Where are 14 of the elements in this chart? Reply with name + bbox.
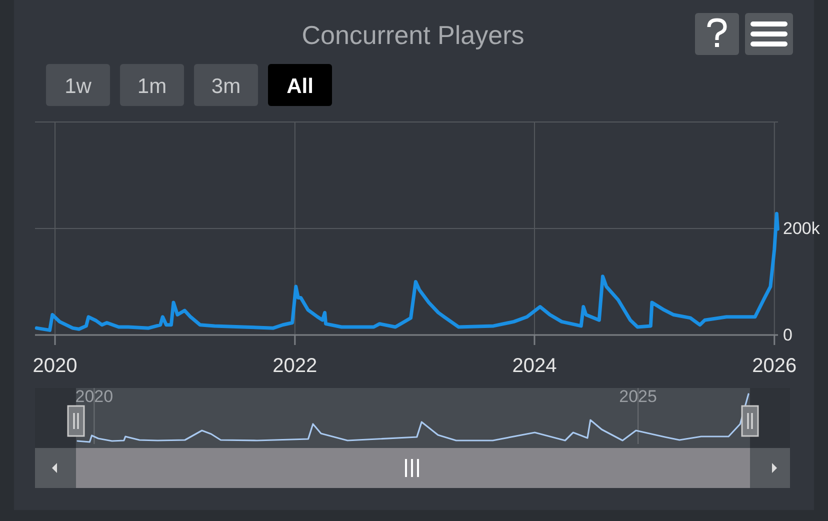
text: All — [286, 75, 314, 98]
y-tick-label: 200k — [783, 219, 820, 238]
line-series — [34, 212, 780, 332]
text: 3m — [211, 75, 241, 98]
text: 1w — [64, 75, 92, 98]
x-tick-label: 2024 — [512, 355, 557, 377]
y-tick-label: 0 — [783, 326, 792, 344]
x-tick-label: 2020 — [75, 387, 114, 406]
text: 1m — [137, 75, 167, 98]
x-tick-label: 2025 — [619, 387, 657, 406]
chart-title: Concurrent Players — [302, 20, 524, 50]
x-tick-label: 2026 — [752, 355, 797, 377]
x-tick-label: 2020 — [32, 355, 78, 377]
x-tick-label: 2022 — [272, 355, 318, 377]
